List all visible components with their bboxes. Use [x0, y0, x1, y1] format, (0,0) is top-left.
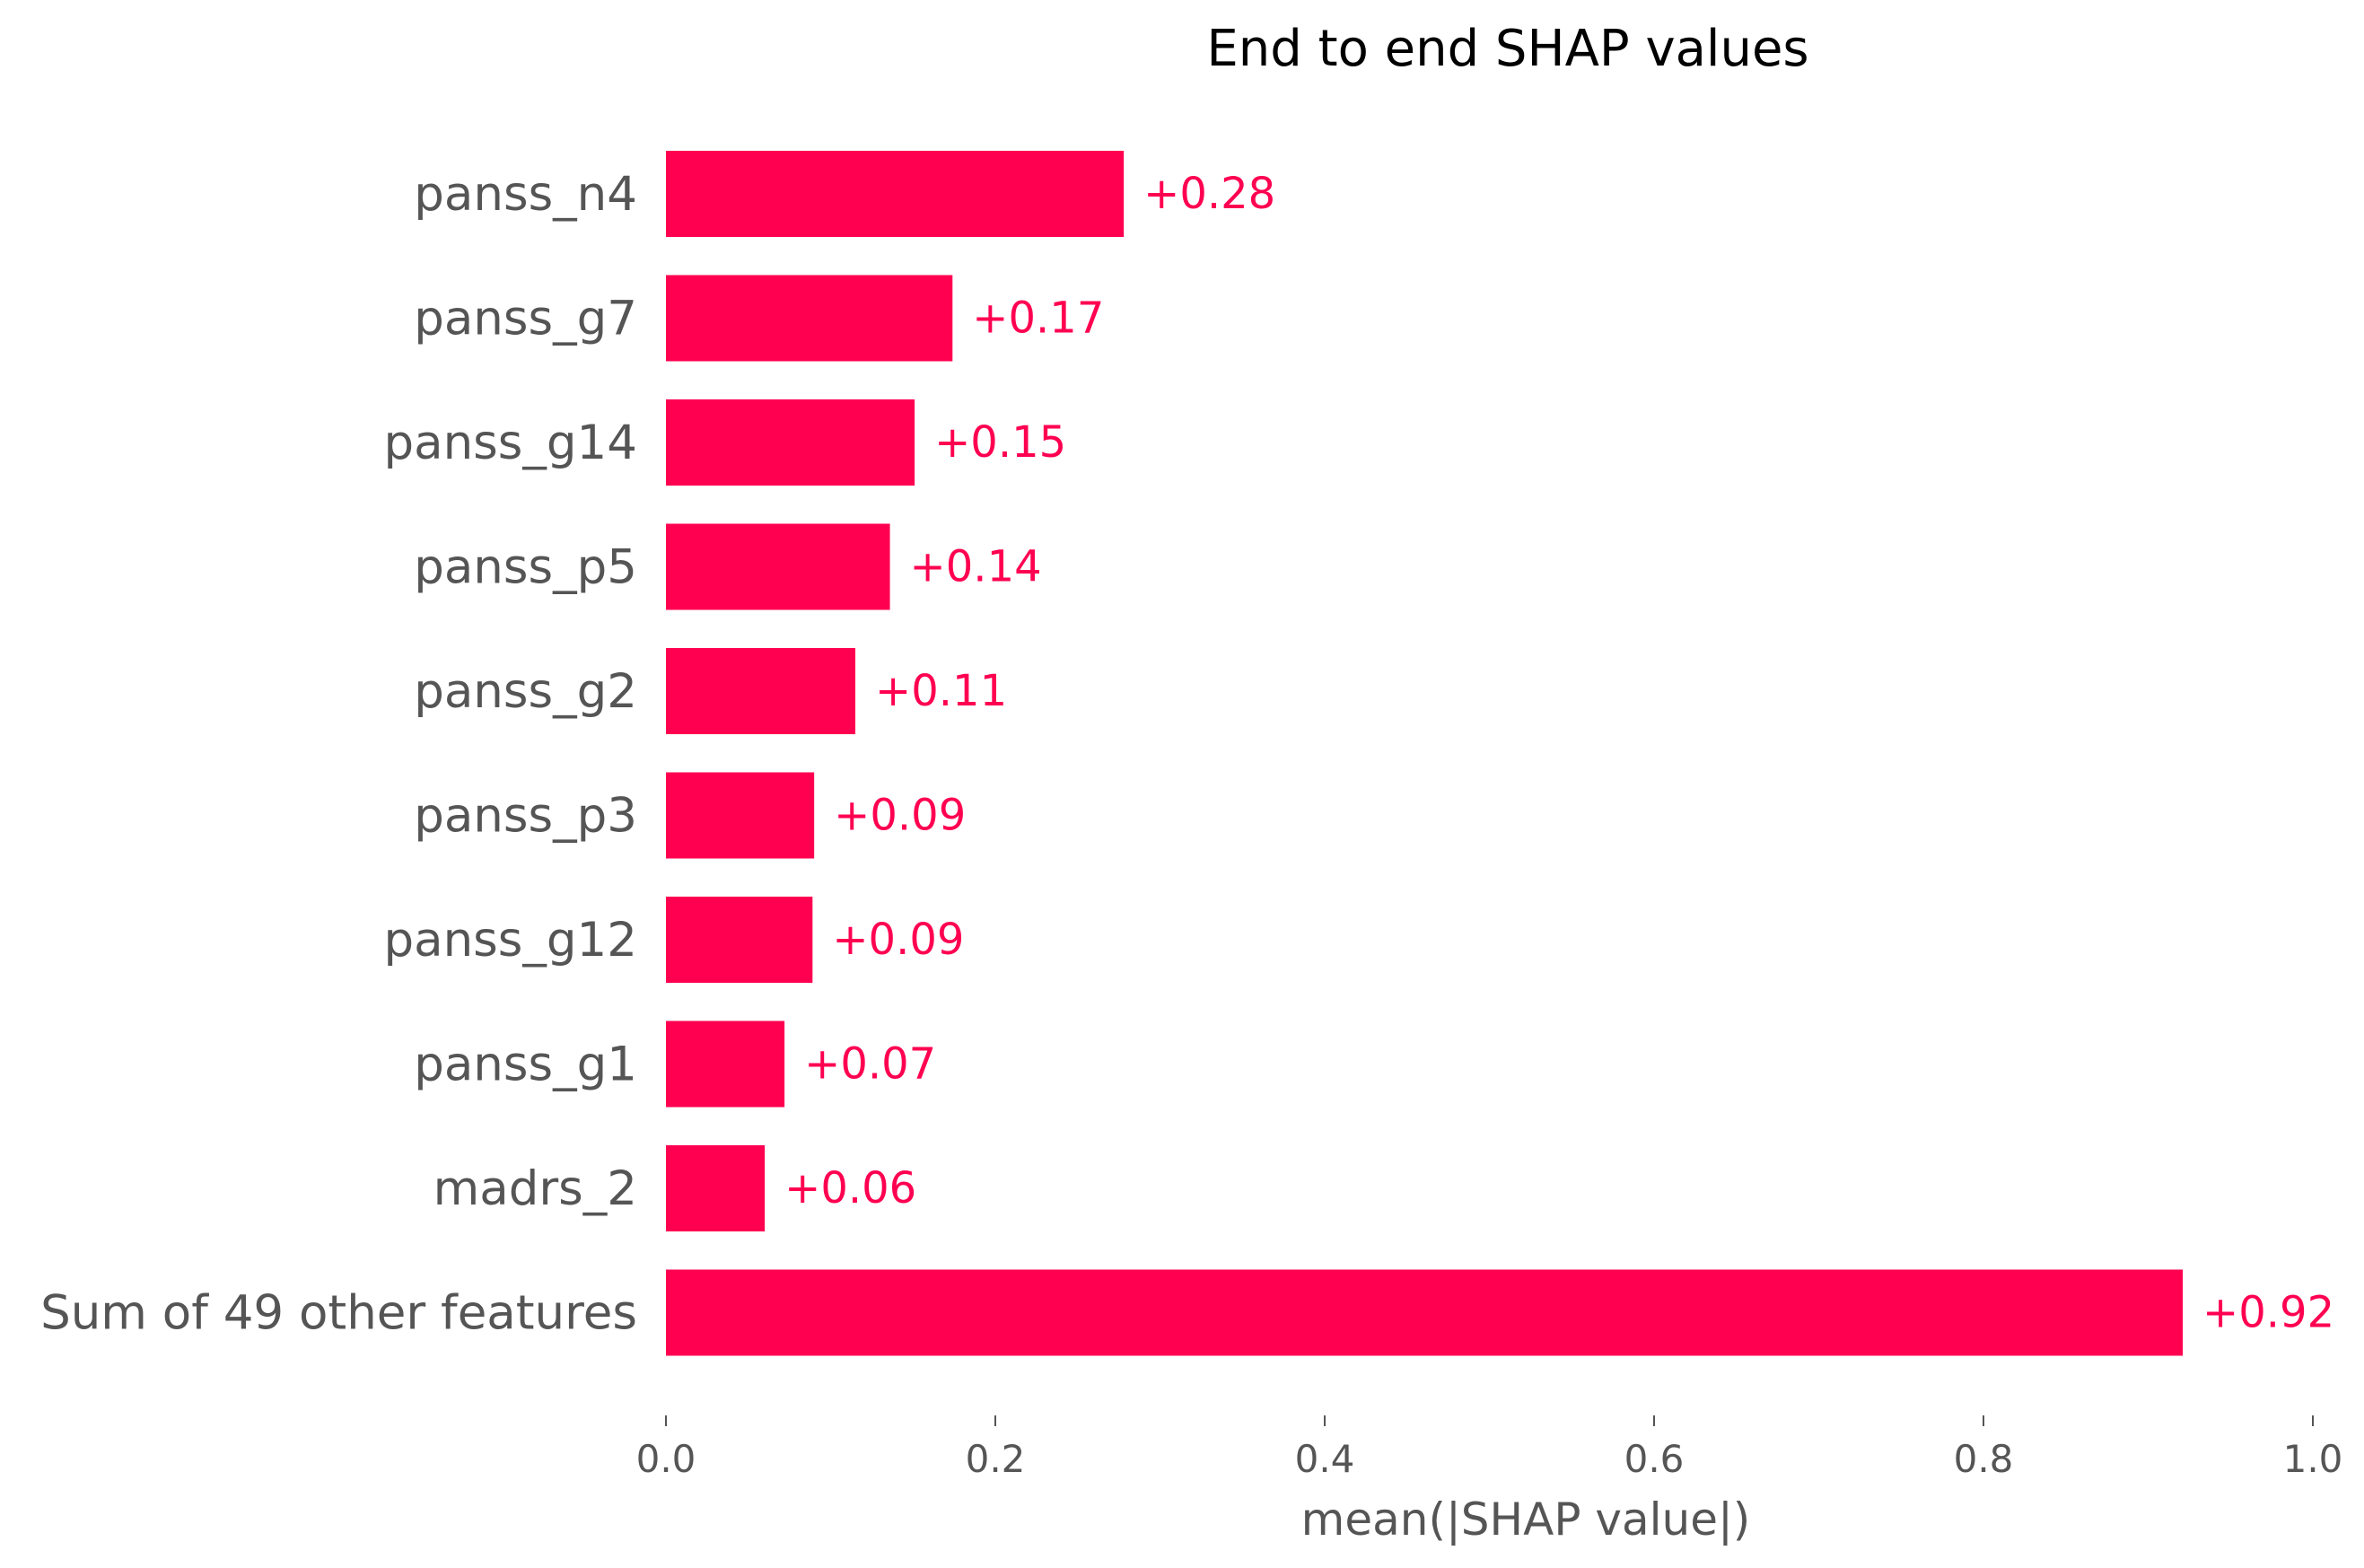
value-label-4: +0.11 — [875, 666, 1007, 716]
category-label-8: madrs_2 — [433, 1161, 637, 1216]
category-label-7: panss_g1 — [414, 1038, 637, 1092]
x-tick-label-3: 0.6 — [1624, 1437, 1685, 1481]
category-label-2: panss_g14 — [383, 416, 637, 470]
category-label-3: panss_p5 — [414, 540, 637, 595]
category-label-1: panss_g7 — [414, 292, 637, 346]
bar-4 — [666, 648, 856, 734]
x-tick-label-0: 0.0 — [636, 1437, 696, 1481]
category-label-5: panss_p3 — [414, 789, 637, 844]
bars-layer: panss_n4 +0.28 panss_g7 +0.17 panss_g14 +0.15… — [40, 151, 2334, 1356]
value-label-6: +0.09 — [832, 915, 964, 965]
category-label-9: Sum of 49 other features — [40, 1286, 637, 1341]
bar-7 — [666, 1021, 785, 1108]
value-label-7: +0.07 — [804, 1039, 936, 1090]
bar-6 — [666, 897, 813, 983]
value-label-2: +0.15 — [934, 417, 1066, 468]
value-label-3: +0.14 — [910, 542, 1042, 592]
bar-2 — [666, 399, 915, 486]
value-label-8: +0.06 — [784, 1163, 916, 1213]
bar-5 — [666, 772, 815, 859]
value-label-1: +0.17 — [972, 293, 1104, 344]
value-label-9: +0.92 — [2202, 1288, 2334, 1338]
category-label-6: panss_g12 — [383, 913, 637, 968]
x-axis: 0.0 0.2 0.4 0.6 0.8 1.0 — [636, 1415, 2343, 1481]
value-label-5: +0.09 — [834, 791, 966, 841]
chart-title: End to end SHAP values — [1206, 20, 1808, 78]
category-label-4: panss_g2 — [414, 664, 637, 719]
bar-1 — [666, 275, 953, 362]
x-tick-label-2: 0.4 — [1295, 1437, 1355, 1481]
x-tick-label-1: 0.2 — [966, 1437, 1026, 1481]
x-axis-label: mean(|SHAP value|) — [1301, 1494, 1751, 1546]
bar-0 — [666, 151, 1125, 237]
value-label-0: +0.28 — [1143, 169, 1275, 219]
bar-3 — [666, 523, 890, 610]
bar-9 — [666, 1269, 2184, 1356]
x-tick-label-5: 1.0 — [2283, 1437, 2343, 1481]
x-tick-label-4: 0.8 — [1954, 1437, 2014, 1481]
bar-8 — [666, 1145, 766, 1231]
category-label-0: panss_n4 — [414, 167, 637, 222]
